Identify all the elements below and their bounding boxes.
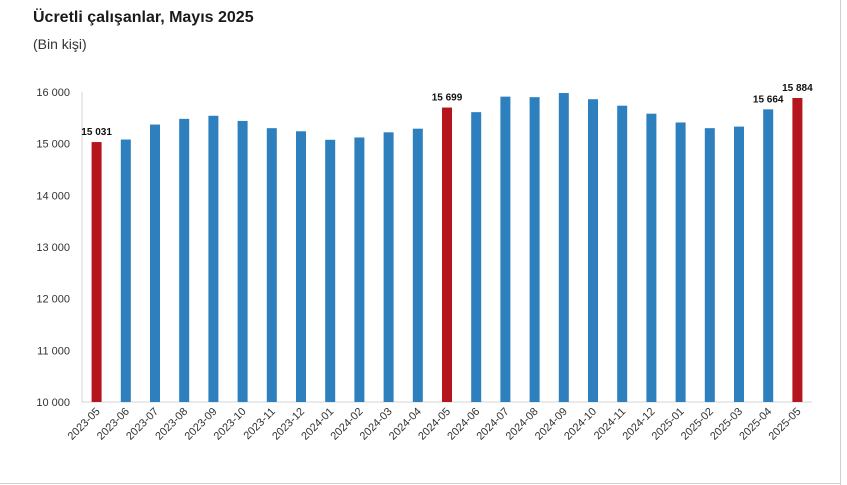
y-tick-label: 11 000 xyxy=(37,345,70,357)
bar-2024-10 xyxy=(588,99,598,402)
bar-2024-12 xyxy=(646,113,657,402)
bar-2024-02 xyxy=(354,137,365,402)
bar-2024-01 xyxy=(325,139,336,402)
y-tick-label: 15 000 xyxy=(36,139,70,151)
data-label: 15 031 xyxy=(81,127,112,138)
y-tick-label: 10 000 xyxy=(36,397,70,409)
bar-2023-11 xyxy=(266,128,277,402)
bar-2025-04 xyxy=(763,109,774,403)
bar-2023-12 xyxy=(296,131,306,402)
bar-2024-03 xyxy=(383,132,394,403)
bar-2023-05 xyxy=(91,142,102,402)
bars xyxy=(91,93,803,403)
bar-2024-11 xyxy=(617,105,628,403)
x-tick-label: 2024-10 xyxy=(562,406,599,443)
chart-subtitle: (Bin kişi) xyxy=(33,36,87,52)
bar-2024-09 xyxy=(558,93,569,403)
y-tick-labels: 10 000 11 000 12 000 13 000 14 000 15 000 16 0… xyxy=(36,87,70,409)
y-tick-label: 12 000 xyxy=(36,294,70,306)
bar-2025-02 xyxy=(704,128,715,402)
bar-2024-04 xyxy=(412,128,423,402)
frame-border-right xyxy=(840,0,841,485)
bar-2025-03 xyxy=(734,126,744,402)
bar-2025-05 xyxy=(792,97,803,402)
bar-2024-05 xyxy=(442,107,452,402)
bar-2024-06 xyxy=(471,112,482,403)
data-label: 15 884 xyxy=(782,83,813,94)
bar-2025-01 xyxy=(675,122,686,402)
x-tick-labels: 2023-052023-062023-072023-082023-092023-… xyxy=(66,406,804,443)
x-tick-label: 2023-10 xyxy=(212,406,249,443)
y-tick-label: 16 000 xyxy=(36,87,70,99)
y-tick-label: 14 000 xyxy=(36,190,70,202)
y-tick-label: 13 000 xyxy=(36,242,70,254)
frame-border-bottom xyxy=(0,483,841,484)
bar-2024-07 xyxy=(500,96,511,403)
chart-title: Ücretli çalışanlar, Mayıs 2025 xyxy=(33,9,254,26)
data-label: 15 664 xyxy=(753,94,784,105)
data-label: 15 699 xyxy=(432,93,463,104)
bar-2023-10 xyxy=(237,120,248,402)
x-tick-label: 2025-05 xyxy=(766,406,803,443)
bar-2023-09 xyxy=(208,115,219,403)
bar-2024-08 xyxy=(529,97,540,403)
bar-2023-07 xyxy=(150,124,160,403)
bar-2023-06 xyxy=(120,139,131,403)
bar-2023-08 xyxy=(179,118,190,402)
